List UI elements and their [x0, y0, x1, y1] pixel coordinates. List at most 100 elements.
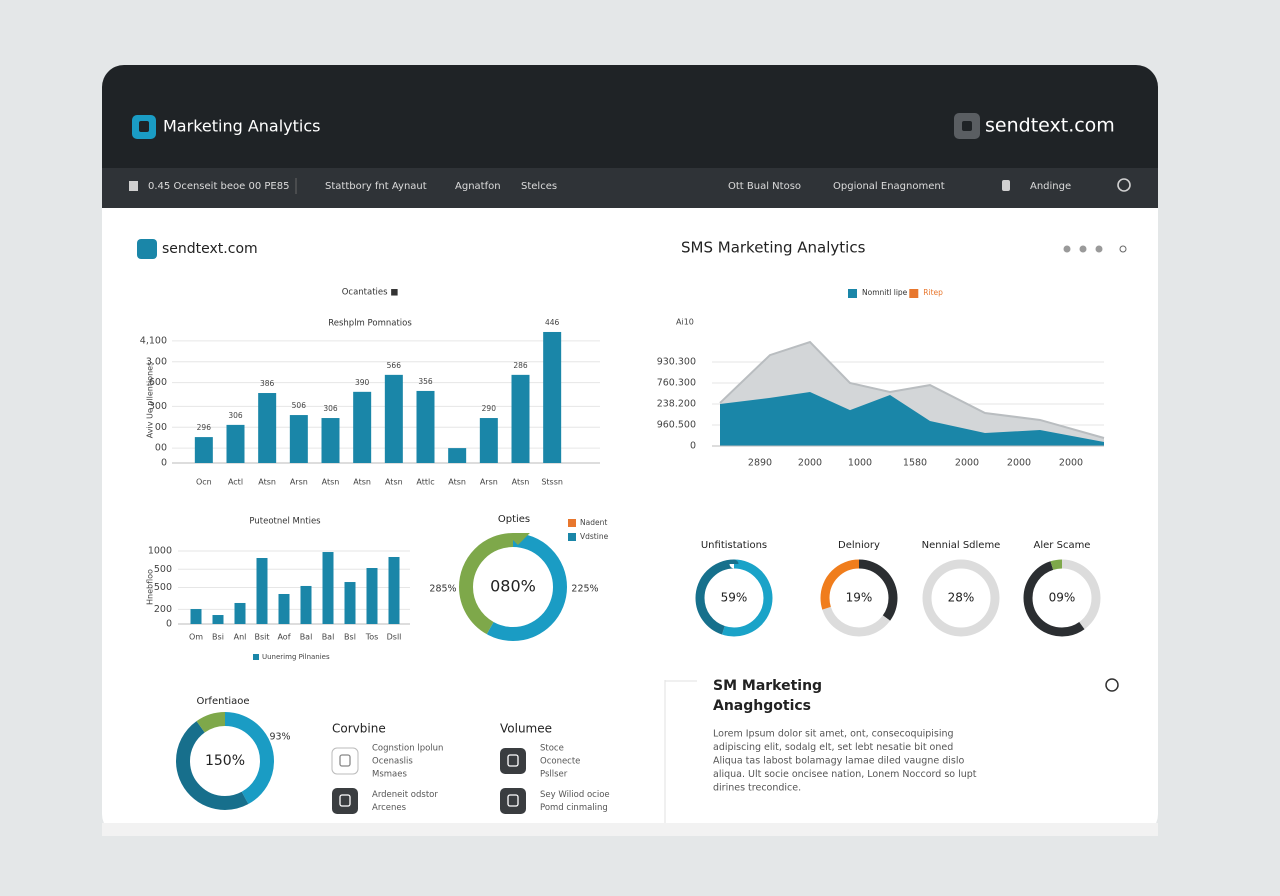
- x-tick-label: Om: [189, 633, 203, 642]
- nav-item: 0.45 Ocenseit beoe 00 PE85: [148, 181, 289, 192]
- text-block-line: adipiscing elit, sodalg elt, set lebt ne…: [713, 742, 953, 753]
- y-tick-label: 4,100: [140, 335, 167, 346]
- x-tick-label: Anl: [234, 633, 247, 642]
- y-tick-label: 3.00: [146, 356, 167, 367]
- donut-title: Aler Scame: [1034, 540, 1091, 551]
- bar: [543, 331, 562, 463]
- bar: [226, 424, 245, 463]
- donut-segment: [820, 559, 898, 637]
- x-tick-label: 2000: [798, 458, 822, 469]
- donut-segment: [1023, 559, 1101, 637]
- nav-item: Ott Bual Ntoso: [728, 181, 801, 192]
- bar-note: 296: [197, 423, 212, 432]
- legend-swatch: [568, 533, 576, 541]
- nav-item: Andinge: [1030, 181, 1071, 192]
- bar: [212, 615, 224, 624]
- x-tick-label: Atsn: [385, 478, 403, 487]
- bar: [448, 448, 467, 463]
- y-tick-label: 200: [154, 604, 172, 615]
- bar: [278, 593, 290, 624]
- card-footer: [102, 823, 1158, 836]
- bar-note: 566: [387, 361, 402, 370]
- y-axis-label: Ai10: [676, 318, 694, 327]
- x-tick-label: 2000: [1059, 458, 1083, 469]
- y-tick-label: 00: [155, 422, 167, 433]
- nav-item: Opgional Enagnoment: [833, 181, 945, 192]
- legend-swatch: [848, 289, 857, 298]
- legend-swatch: [253, 654, 259, 660]
- refresh-icon[interactable]: [1105, 678, 1119, 692]
- text-block-title: SM Marketing: [713, 678, 822, 694]
- bar: [353, 391, 372, 463]
- card: [102, 65, 1158, 836]
- legend-label: Vdstine: [580, 532, 609, 541]
- menu-dot[interactable]: [1095, 245, 1103, 253]
- feature-icon: [331, 747, 359, 775]
- feature-item: Cognstion lpolun: [372, 744, 443, 754]
- panel-brand: sendtext.com: [162, 241, 258, 257]
- x-tick-label: 2000: [1007, 458, 1031, 469]
- feature-item: Msmaes: [372, 770, 407, 780]
- y-tick-label: 500: [154, 564, 172, 575]
- donut-segment: [459, 533, 567, 641]
- x-tick-label: Arsn: [290, 478, 308, 487]
- y-tick-label: 300: [149, 401, 167, 412]
- legend-swatch: [568, 519, 576, 527]
- bar-note: 306: [323, 404, 338, 413]
- bar: [511, 374, 530, 463]
- bar: [416, 390, 435, 463]
- x-tick-label: Atsn: [258, 478, 276, 487]
- y-tick-label: 0: [690, 441, 696, 452]
- chart-title: Ocantaties ■: [342, 288, 399, 298]
- feature-icon-glyph: [507, 794, 519, 807]
- feature-icon: [500, 788, 526, 814]
- x-tick-label: Atsn: [353, 478, 371, 487]
- legend-label: Nomnitl lipe: [862, 288, 908, 297]
- y-tick-label: 0: [166, 619, 172, 630]
- legend-label: Nadent: [580, 518, 607, 527]
- area: [720, 392, 1104, 446]
- x-tick-label: Stssn: [541, 478, 563, 487]
- settings-icon[interactable]: [1117, 178, 1131, 192]
- donut-segment: [176, 712, 274, 810]
- donut-side-label: 93%: [269, 732, 290, 743]
- menu-dot[interactable]: [1063, 245, 1071, 253]
- donut-center-label: 150%: [205, 753, 245, 769]
- donut-center-label: 09%: [1049, 591, 1076, 605]
- bar-note: 306: [228, 411, 243, 420]
- y-tick-label: 00: [155, 443, 167, 454]
- donut-center-label: 080%: [490, 577, 536, 596]
- legend-swatch: [909, 289, 919, 298]
- y-tick-label: 600: [149, 377, 167, 388]
- feature-icon-glyph: [507, 754, 519, 767]
- x-tick-label: 2890: [748, 458, 772, 469]
- app-icon-glyph: [139, 121, 149, 132]
- bar: [300, 585, 312, 624]
- feature-item: Oconecte: [540, 757, 580, 767]
- y-tick-label: 0: [161, 458, 167, 469]
- y-axis-label: Hnebfloo: [146, 569, 155, 605]
- share-icon[interactable]: [1119, 245, 1127, 253]
- bar: [344, 582, 356, 624]
- brand-icon-glyph: [962, 121, 972, 131]
- bar: [194, 437, 213, 463]
- app-title: Marketing Analytics: [163, 117, 320, 136]
- donut-title: Opties: [498, 514, 530, 525]
- text-block-title: Anaghgotics: [713, 698, 811, 714]
- header-bar: [102, 65, 1158, 168]
- donut-segment: [820, 559, 898, 637]
- bar: [234, 602, 246, 624]
- menu-dot[interactable]: [1079, 245, 1087, 253]
- feature-item: Sey Wiliod ocioe: [540, 790, 610, 800]
- bar: [256, 558, 268, 624]
- bar-note: 446: [545, 318, 560, 327]
- x-tick-label: Actl: [228, 478, 243, 487]
- feature-title: Volumee: [500, 722, 552, 736]
- feature-item: Pomd cinmaling: [540, 803, 608, 813]
- nav-bar: [102, 168, 1158, 208]
- feature-item: Ardeneit odstor: [372, 790, 438, 800]
- feature-icon: [500, 748, 526, 774]
- text-block-line: dirines trecondice.: [713, 783, 801, 794]
- donut-title: Delniory: [838, 540, 880, 551]
